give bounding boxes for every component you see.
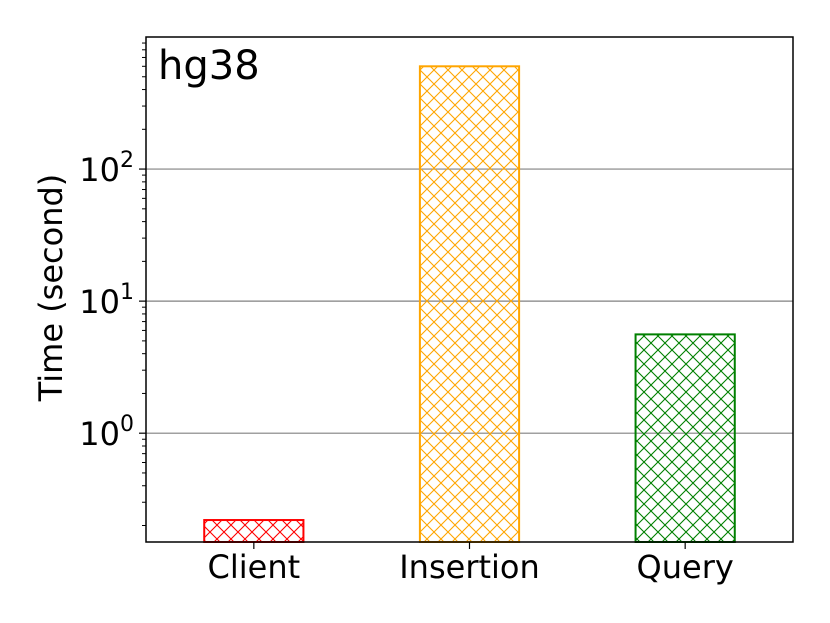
bar-client xyxy=(203,519,305,543)
bars xyxy=(203,65,736,544)
y-tick-label: 101 xyxy=(79,280,134,321)
y-axis-title: Time (second) xyxy=(32,174,70,403)
bar-insertion xyxy=(418,65,521,544)
x-tick-label: Query xyxy=(637,548,734,586)
x-axis-labels: Client Insertion Query xyxy=(208,542,734,586)
x-tick-label: Client xyxy=(208,548,301,586)
bar-query xyxy=(634,333,736,544)
y-tick-label: 102 xyxy=(79,148,134,189)
y-tick-label: 100 xyxy=(79,412,134,453)
x-tick-label: Insertion xyxy=(399,548,540,586)
y-axis-ticks: 100 101 102 xyxy=(79,42,146,527)
dataset-annotation: hg38 xyxy=(158,43,260,89)
